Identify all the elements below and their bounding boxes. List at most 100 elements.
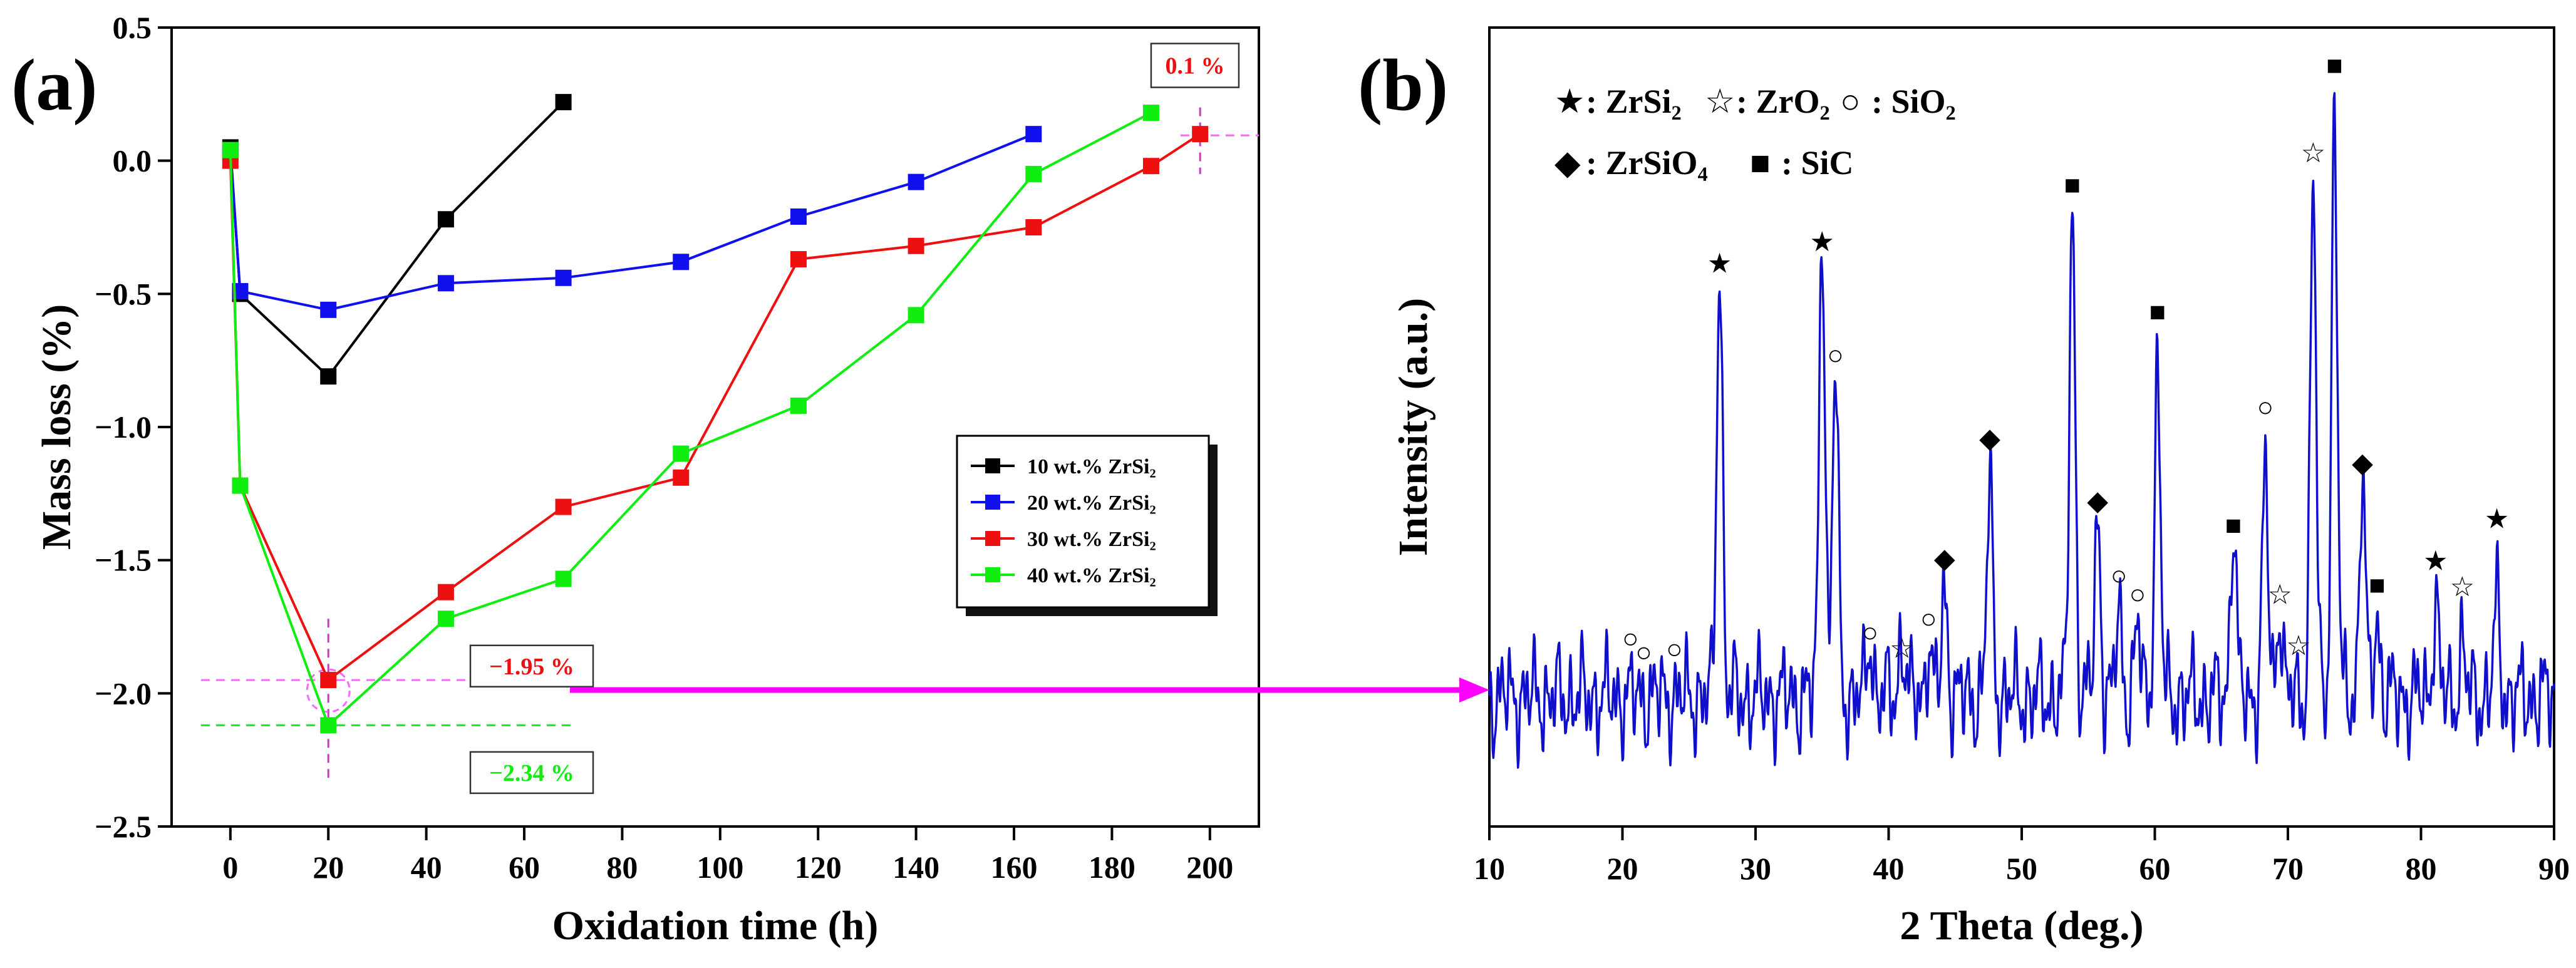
panel-a-x-tick-label: 20	[313, 850, 344, 885]
panel-b-y-axis-title: Intensity (a.u.)	[1390, 298, 1436, 557]
zrsio4-marker: ◆	[2087, 485, 2108, 516]
series-2-point	[1025, 126, 1042, 143]
connector-arrow	[570, 677, 1489, 703]
panel-a-x-tick-label: 80	[606, 850, 638, 885]
panel-a-x-tick-label: 200	[1186, 850, 1233, 885]
min-highlight-circle	[306, 668, 351, 713]
panel-b-x-tick-label: 30	[1740, 851, 1771, 886]
sio2-marker: ○	[2129, 579, 2146, 610]
sic-marker: ■	[2369, 570, 2386, 600]
phase-legend-symbol-5: ■	[1750, 144, 1771, 182]
sic-marker: ■	[2326, 50, 2343, 81]
annotation-text: 0.1 %	[1165, 53, 1224, 80]
sio2-marker: ○	[2111, 560, 2128, 591]
series-2-point	[790, 208, 807, 225]
phase-legend-symbol-1: ★	[1554, 83, 1585, 120]
series-2-point	[908, 173, 924, 190]
series-3-point	[1142, 158, 1159, 175]
series-4-point	[673, 445, 690, 462]
sic-marker: ■	[2064, 170, 2081, 200]
panel-a-x-tick-label: 140	[892, 850, 939, 885]
legend-marker-3	[985, 531, 1000, 546]
panel-a-x-tick-label: 120	[795, 850, 842, 885]
phase-legend-label-2: : ZrO₂	[1736, 83, 1830, 120]
panel-a-y-axis-title: Mass loss (%)	[34, 304, 80, 550]
sio2-marker: ○	[1827, 340, 1844, 371]
legend-label-2: 20 wt.% ZrSi₂	[1027, 492, 1156, 515]
phase-legend-symbol-4: ◆	[1554, 144, 1581, 182]
panel-a-x-tick-label: 0	[222, 850, 238, 885]
zro2-marker: ☆	[2268, 579, 2292, 610]
sio2-marker: ○	[1635, 637, 1652, 667]
series-4-point	[1142, 105, 1159, 121]
annotation-box	[1150, 43, 1240, 88]
panel-b-pattern	[1488, 92, 2555, 769]
zrsi2-marker: ★	[2423, 546, 2448, 577]
sio2-marker: ○	[1920, 604, 1937, 634]
sio2-marker: ○	[1861, 617, 1878, 648]
zrsio4-marker: ◆	[1979, 423, 2000, 453]
panel-b-x-axis-title: 2 Theta (deg.)	[1900, 903, 2143, 949]
series-3-point	[1025, 219, 1042, 235]
zrsi2-marker: ★	[1810, 227, 1834, 257]
series-3-point	[790, 251, 807, 268]
panel-a-ticks: 0 20 40 60 80 100 120 140 160 180 200 −2.5 −2.0 −1.5 −…	[95, 10, 1233, 885]
annotation-box	[469, 644, 594, 688]
panel-a-x-tick-label: 180	[1089, 850, 1135, 885]
panel-a-y-tick-label: −0.5	[95, 276, 152, 311]
panel-b-x-tick-label: 20	[1607, 851, 1638, 886]
panel-b-phase-legend: ★: ZrSi₂ ☆: ZrO₂ ○: SiO₂ ◆: ZrSiO₄ ■: SiC	[1554, 83, 1956, 182]
zrsio4-marker: ◆	[2352, 448, 2373, 478]
series-3-point	[555, 498, 572, 515]
zrsio4-marker: ◆	[1934, 543, 1955, 574]
series-4-point	[1025, 165, 1042, 182]
legend-marker-4	[985, 567, 1000, 582]
series-2-point	[555, 269, 572, 286]
series-1-point	[320, 368, 337, 385]
series-3-point	[673, 469, 690, 486]
panel-a-x-axis-title: Oxidation time (h)	[552, 903, 879, 949]
panel-b-x-tick-label: 60	[2139, 851, 2171, 886]
phase-legend-symbol-3: ○	[1840, 83, 1861, 120]
series-2-point	[320, 301, 337, 318]
panel-b-label: (b)	[1358, 44, 1448, 126]
phase-legend-label-4: : ZrSiO₄	[1586, 144, 1708, 182]
panel-a-y-tick-label: 0.0	[113, 143, 152, 178]
zro2-marker: ☆	[2286, 631, 2310, 661]
zrsi2-marker: ★	[1707, 249, 1732, 279]
panel-b-peak-markers: ★★★★☆☆☆☆☆○○ ○○○ ○○○○◆◆◆◆■■■■■	[1622, 50, 2509, 668]
sic-marker: ■	[2149, 296, 2166, 327]
panel-a-y-tick-label: 0.5	[113, 10, 152, 45]
legend-marker-2	[985, 495, 1000, 510]
legend-marker-1	[985, 458, 1000, 473]
panel-b-x-tick-label: 90	[2538, 851, 2570, 886]
phase-legend-symbol-2: ☆	[1705, 83, 1735, 120]
legend-label-3: 30 wt.% ZrSi₂	[1027, 528, 1156, 551]
series-4-point	[790, 397, 807, 414]
panel-a-y-tick-label: −1.0	[95, 409, 152, 445]
panel-a-series	[222, 94, 1209, 734]
connector-arrow-head	[1459, 677, 1489, 703]
legend-label-4: 40 wt.% ZrSi₂	[1027, 564, 1156, 587]
series-4-point	[437, 610, 454, 627]
panel-a-label: (a)	[11, 44, 98, 126]
panel-b-x-tick-label: 40	[1873, 851, 1905, 886]
sio2-marker: ○	[1666, 634, 1683, 664]
series-line-1	[229, 101, 564, 379]
series-line-4	[229, 111, 1152, 728]
annotation-text: −2.34 %	[489, 760, 574, 786]
panel-b-xrd-pattern: (b) 10 20 30 40 50 60 70 80 90 ★★★★☆☆☆☆☆○○ ○○○ ○○○…	[1358, 26, 2570, 949]
panel-b-x-tick-label: 70	[2272, 851, 2304, 886]
panel-a-mass-loss-chart: (a) 0 20 40 60 80 100 120 140 160 180 200 −2.5 −2.0 −…	[11, 10, 1260, 949]
zrsi2-marker: ★	[2485, 504, 2509, 535]
panel-b-x-tick-label: 50	[2006, 851, 2037, 886]
phase-legend-label-1: : ZrSi₂	[1586, 83, 1682, 120]
series-4-point	[222, 142, 239, 158]
sio2-marker: ○	[2257, 392, 2274, 423]
panel-a-y-tick-label: −1.5	[95, 543, 152, 578]
series-3-point	[1192, 126, 1209, 143]
panel-a-legend: 10 wt.% ZrSi₂ 20 wt.% ZrSi₂ 30 wt.% ZrSi₂ 4…	[956, 435, 1218, 616]
panel-b-x-tick-label: 10	[1474, 851, 1505, 886]
series-4-point	[908, 307, 924, 324]
